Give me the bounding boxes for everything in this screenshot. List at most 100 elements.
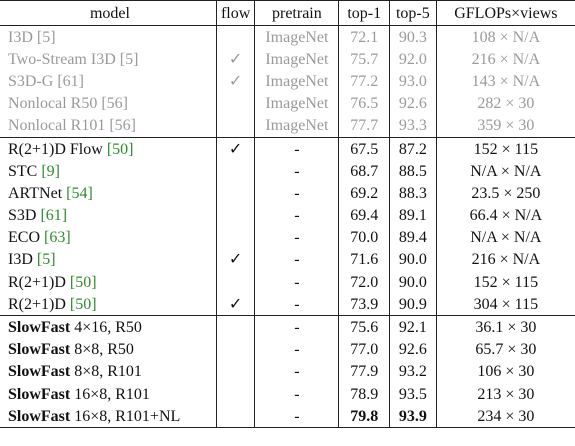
top5-value: 92.0	[398, 50, 427, 68]
top5-value: 90.3	[398, 28, 427, 46]
top1-cell: 71.6	[338, 248, 390, 272]
model-variant: 16×8, R101	[74, 385, 150, 403]
table-row: S3D [61] -69.4 89.1 66.4 × N/A	[0, 204, 575, 227]
pretrain-cell: -	[254, 137, 340, 161]
reference: [9]	[41, 162, 60, 180]
model-cell: ECO [63]	[0, 226, 217, 249]
model-cell: SlowFast 8×8, R101	[0, 360, 217, 383]
top5-value: 93.3	[398, 117, 427, 135]
top1-value: 77.0	[350, 341, 379, 359]
pretrain-cell: -	[254, 338, 340, 361]
top1-cell: 78.9	[338, 383, 390, 406]
model-name: I3D	[8, 251, 33, 269]
top5-value: 89.1	[398, 207, 427, 225]
model-name: R(2+1)D Flow	[8, 140, 103, 158]
model-cell: I3D [5]	[0, 248, 217, 272]
top1-cell: 75.6	[338, 315, 390, 339]
flow-cell	[216, 360, 256, 383]
top1-value: 72.1	[350, 28, 379, 46]
model-name: S3D-G	[8, 72, 54, 90]
model-name: STC	[8, 162, 38, 180]
top5-cell: 89.4	[389, 226, 437, 249]
pretrain-cell: ImageNet	[254, 70, 340, 93]
top1-value: 75.6	[350, 319, 379, 337]
table-row: SlowFast 8×8, R101 -77.9 93.2 106 × 30	[0, 360, 575, 383]
gflops-cell: 106 × 30	[477, 363, 535, 381]
table-row: ARTNet [54] -69.2 88.3 23.5 × 250	[0, 182, 575, 205]
model-name: SlowFast	[8, 319, 71, 337]
top1-value: 69.2	[350, 184, 379, 202]
top5-cell: 92.1	[389, 315, 437, 339]
model-cell: R(2+1)D [50]	[0, 293, 217, 316]
pretrain-cell: -	[254, 383, 340, 406]
top5-value: 90.0	[398, 251, 427, 269]
reference: [5]	[36, 251, 56, 269]
model-name: Nonlocal R101	[8, 117, 106, 135]
row-group: R(2+1)D Flow [50] ✓ -67.5 87.2 152 × 115 STC …	[0, 137, 575, 316]
header-cell: model	[0, 0, 217, 26]
table-row: SlowFast 16×8, R101+NL -79.8 93.9 234 × 30	[0, 405, 575, 428]
top1-cell: 72.0	[338, 271, 390, 294]
model-cell: S3D-G [61]	[0, 70, 217, 93]
table-row: R(2+1)D [50] -72.0 90.0 152 × 115	[0, 271, 575, 294]
table-row: R(2+1)D Flow [50] ✓ -67.5 87.2 152 × 115	[0, 137, 575, 161]
top5-cell: 93.0	[389, 70, 437, 93]
model-name: SlowFast	[8, 363, 71, 381]
gflops-cell: 152 × 115	[473, 273, 539, 291]
model-cell: R(2+1)D [50]	[0, 271, 217, 294]
top5-value: 88.5	[398, 162, 427, 180]
gflops-cell: 216 × N/A	[471, 251, 541, 269]
reference: [61]	[57, 72, 84, 90]
reference: [50]	[69, 273, 97, 291]
header-cell: pretrain	[254, 0, 340, 26]
pretrain-cell: -	[254, 248, 340, 272]
gflops-cell: 282 × 30	[477, 95, 535, 113]
top5-cell: 88.3	[389, 182, 437, 205]
model-cell: Nonlocal R101 [56]	[0, 114, 217, 138]
top1-cell: 77.9	[338, 360, 390, 383]
top1-value: 75.7	[350, 50, 379, 68]
top1-value: 76.5	[350, 95, 379, 113]
top5-value: 92.1	[398, 319, 427, 337]
top1-value: 78.9	[350, 385, 379, 403]
top5-value: 88.3	[398, 184, 427, 202]
top1-value: 77.9	[350, 363, 379, 381]
top1-value: 70.0	[350, 229, 379, 247]
row-group: SlowFast 4×16, R50-75.6 92.1 36.1 × 30 Slow…	[0, 315, 575, 428]
results-table: model flow pretrain top-1 top-5 GFLOPs×views …	[0, 0, 575, 428]
gflops-cell: 108 × N/A	[471, 28, 541, 46]
table-row: S3D-G [61] ✓ ImageNet 77.2 93.0 143 × N/A	[0, 70, 575, 93]
model-name: Two-Stream I3D	[8, 50, 116, 68]
reference: [50]	[69, 295, 97, 313]
model-name: R(2+1)D	[8, 295, 66, 313]
top5-value: 93.9	[398, 407, 427, 425]
pretrain-cell: -	[254, 360, 340, 383]
table-row: Two-Stream I3D [5] ✓ ImageNet 75.7 92.0 216 ×…	[0, 48, 575, 71]
model-cell: S3D [61]	[0, 204, 217, 227]
top1-value: 73.9	[350, 295, 379, 313]
model-variant: 4×16, R50	[74, 319, 142, 337]
header-cell: GFLOPs×views	[454, 4, 558, 22]
top5-cell: 89.1	[389, 204, 437, 227]
pretrain-cell: -	[254, 226, 340, 249]
top1-cell: 79.8	[338, 405, 390, 428]
top1-cell: 75.7	[338, 48, 390, 71]
flow-cell: ✓	[216, 248, 256, 272]
top5-cell: 93.5	[389, 383, 437, 406]
model-name: SlowFast	[8, 385, 71, 403]
model-name: ECO	[8, 229, 40, 247]
top5-cell: 90.9	[389, 293, 437, 316]
flow-cell	[216, 271, 256, 294]
top1-cell: 76.5	[338, 92, 390, 115]
top1-cell: 68.7	[338, 160, 390, 183]
table-row: SlowFast 8×8, R50 -77.0 92.6 65.7 × 30	[0, 338, 575, 361]
top1-value: 77.7	[350, 117, 379, 135]
model-variant: 8×8, R50	[74, 341, 134, 359]
pretrain-cell: ImageNet	[254, 92, 340, 115]
reference: [63]	[44, 229, 71, 247]
top5-value: 89.4	[398, 229, 427, 247]
gflops-cell: 152 × 115	[473, 140, 539, 158]
table-row: I3D [5] ✓ -71.6 90.0 216 × N/A	[0, 248, 575, 272]
gflops-cell: 66.4 × N/A	[469, 207, 543, 225]
